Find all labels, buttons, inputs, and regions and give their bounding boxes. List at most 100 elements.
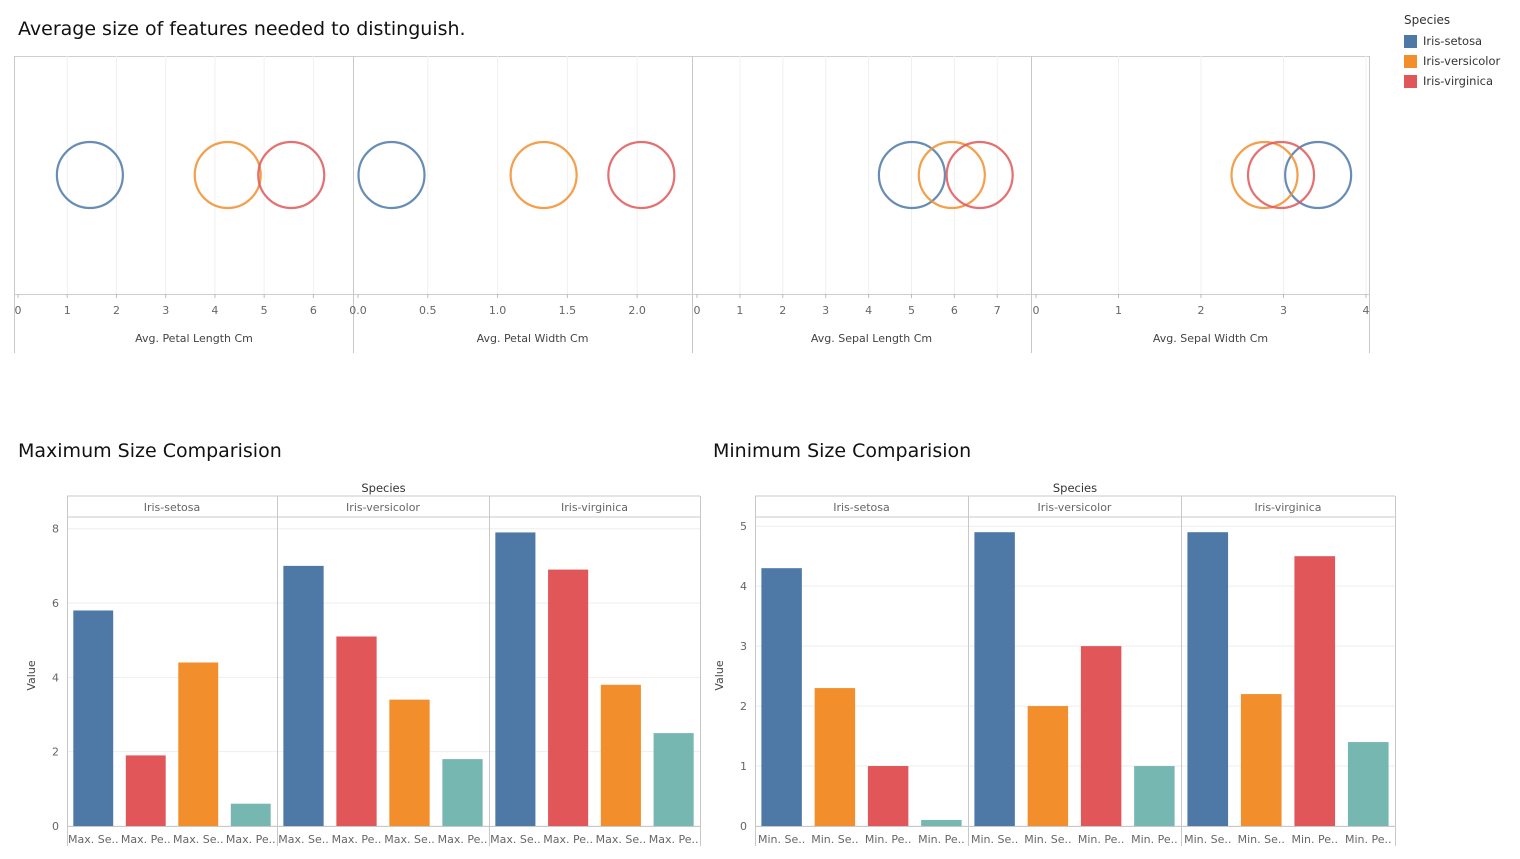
x-tick-label: 1.0 (489, 304, 507, 317)
y-tick-label: 6 (52, 597, 59, 610)
x-tick-label: 6 (951, 304, 958, 317)
maximum-size-title: Maximum Size Comparision (18, 440, 282, 462)
x-tick-label: 1 (736, 304, 743, 317)
y-tick-label: 5 (740, 520, 747, 533)
bar (1027, 706, 1069, 826)
bar-category-label: Min. Se.. (811, 833, 858, 846)
bar (1347, 742, 1389, 826)
data-point-circle (509, 140, 578, 210)
average-features-title: Average size of features needed to disti… (18, 18, 466, 40)
x-axis-label: Avg. Sepal Width Cm (1153, 332, 1268, 345)
bar (178, 662, 219, 826)
bar-category-label: Min. Pe.. (1131, 833, 1178, 846)
x-tick-label: 3 (1280, 304, 1287, 317)
bar-category-label: Max. Se.. (68, 833, 118, 846)
group-label: Iris-virginica (561, 501, 628, 514)
bar-category-label: Max. Pe.. (438, 833, 488, 846)
species-header: Species (1053, 481, 1097, 495)
bar (389, 699, 430, 826)
bar-category-label: Max. Se.. (596, 833, 646, 846)
legend-item-virginica[interactable]: Iris-virginica (1404, 71, 1500, 91)
data-point-circle (1246, 140, 1316, 210)
data-point-circle (193, 140, 262, 210)
bar-category-label: Max. Se.. (173, 833, 223, 846)
x-tick-label: 2 (113, 304, 120, 317)
legend-label: Iris-virginica (1423, 74, 1494, 88)
x-tick-label: 5 (261, 304, 268, 317)
x-axis-label: Avg. Sepal Length Cm (811, 332, 932, 345)
legend-label: Iris-versicolor (1423, 54, 1501, 68)
legend-item-versicolor[interactable]: Iris-versicolor (1404, 51, 1500, 71)
legend-label: Iris-setosa (1423, 34, 1483, 48)
bar (125, 755, 166, 826)
bar (974, 532, 1015, 826)
bar-category-label: Min. Pe.. (1291, 833, 1338, 846)
y-tick-label: 8 (52, 523, 59, 536)
x-tick-label: 2 (779, 304, 786, 317)
bar-category-label: Min. Pe.. (865, 833, 912, 846)
y-tick-label: 0 (740, 820, 747, 833)
legend-swatch (1404, 34, 1417, 48)
bar (867, 766, 909, 826)
data-point-circle (945, 140, 1014, 210)
y-tick-label: 0 (52, 820, 59, 833)
x-tick-label: 2.0 (628, 304, 646, 317)
x-tick-label: 2 (1198, 304, 1205, 317)
y-tick-label: 2 (52, 746, 59, 759)
bar (814, 688, 856, 826)
x-tick-label: 0 (15, 304, 22, 317)
bar (73, 610, 114, 826)
bar (548, 569, 589, 826)
y-tick-label: 4 (52, 671, 59, 684)
bar-category-label: Min. Pe.. (1345, 833, 1392, 846)
bar (495, 532, 536, 826)
data-point-circle (877, 140, 947, 210)
data-point-circle (1284, 140, 1353, 210)
x-tick-label: 4 (1363, 304, 1370, 317)
x-tick-label: 3 (822, 304, 829, 317)
bar-category-label: Max. Pe.. (332, 833, 382, 846)
x-tick-label: 6 (310, 304, 317, 317)
data-point-circle (55, 140, 124, 210)
data-point-circle (257, 140, 326, 210)
x-tick-label: 0 (694, 304, 701, 317)
group-label: Iris-setosa (144, 501, 201, 514)
bar (600, 684, 641, 826)
y-tick-label: 2 (740, 700, 747, 713)
group-label: Iris-versicolor (1038, 501, 1112, 514)
data-point-circle (917, 140, 986, 210)
group-label: Iris-setosa (833, 501, 890, 514)
bar-category-label: Min. Se.. (758, 833, 805, 846)
bar-category-label: Max. Se.. (278, 833, 328, 846)
minimum-size-chart[interactable]: Species 0 1 2 3 4 5 Value Iris-setosa Min. Se.. Mi… (0, 0, 1410, 859)
bar (283, 565, 324, 826)
species-header: Species (361, 481, 405, 495)
x-tick-label: 0.5 (419, 304, 437, 317)
legend-swatch (1404, 54, 1417, 68)
data-point-circle (357, 140, 426, 210)
x-tick-label: 4 (211, 304, 218, 317)
bar (921, 820, 962, 826)
average-features-chart[interactable]: 0 1 2 3 4 5 6 Avg. Petal Length Cm 0.0 0.5 1.0 1.5 2… (0, 0, 1380, 360)
bar-category-label: Max. Pe.. (649, 833, 699, 846)
x-axis-label: Avg. Petal Width Cm (477, 332, 589, 345)
bar-category-label: Min. Se.. (971, 833, 1018, 846)
x-tick-label: 1 (1115, 304, 1122, 317)
bar-category-label: Max. Pe.. (226, 833, 276, 846)
bar (653, 733, 694, 826)
x-tick-label: 1.5 (559, 304, 577, 317)
bar (442, 759, 483, 826)
bar-category-label: Max. Se.. (490, 833, 540, 846)
legend-item-setosa[interactable]: Iris-setosa (1404, 31, 1500, 51)
y-tick-label: 3 (740, 640, 747, 653)
species-legend[interactable]: Species Iris-setosa Iris-versicolor Iris… (1404, 13, 1500, 91)
bar (1294, 556, 1336, 826)
x-tick-label: 0.0 (349, 304, 367, 317)
bar (336, 636, 377, 826)
data-point-circle (1230, 140, 1299, 210)
x-axis-label: Avg. Petal Length Cm (135, 332, 253, 345)
bar (230, 803, 271, 826)
x-tick-label: 4 (865, 304, 872, 317)
y-axis-label: Value (713, 660, 726, 690)
